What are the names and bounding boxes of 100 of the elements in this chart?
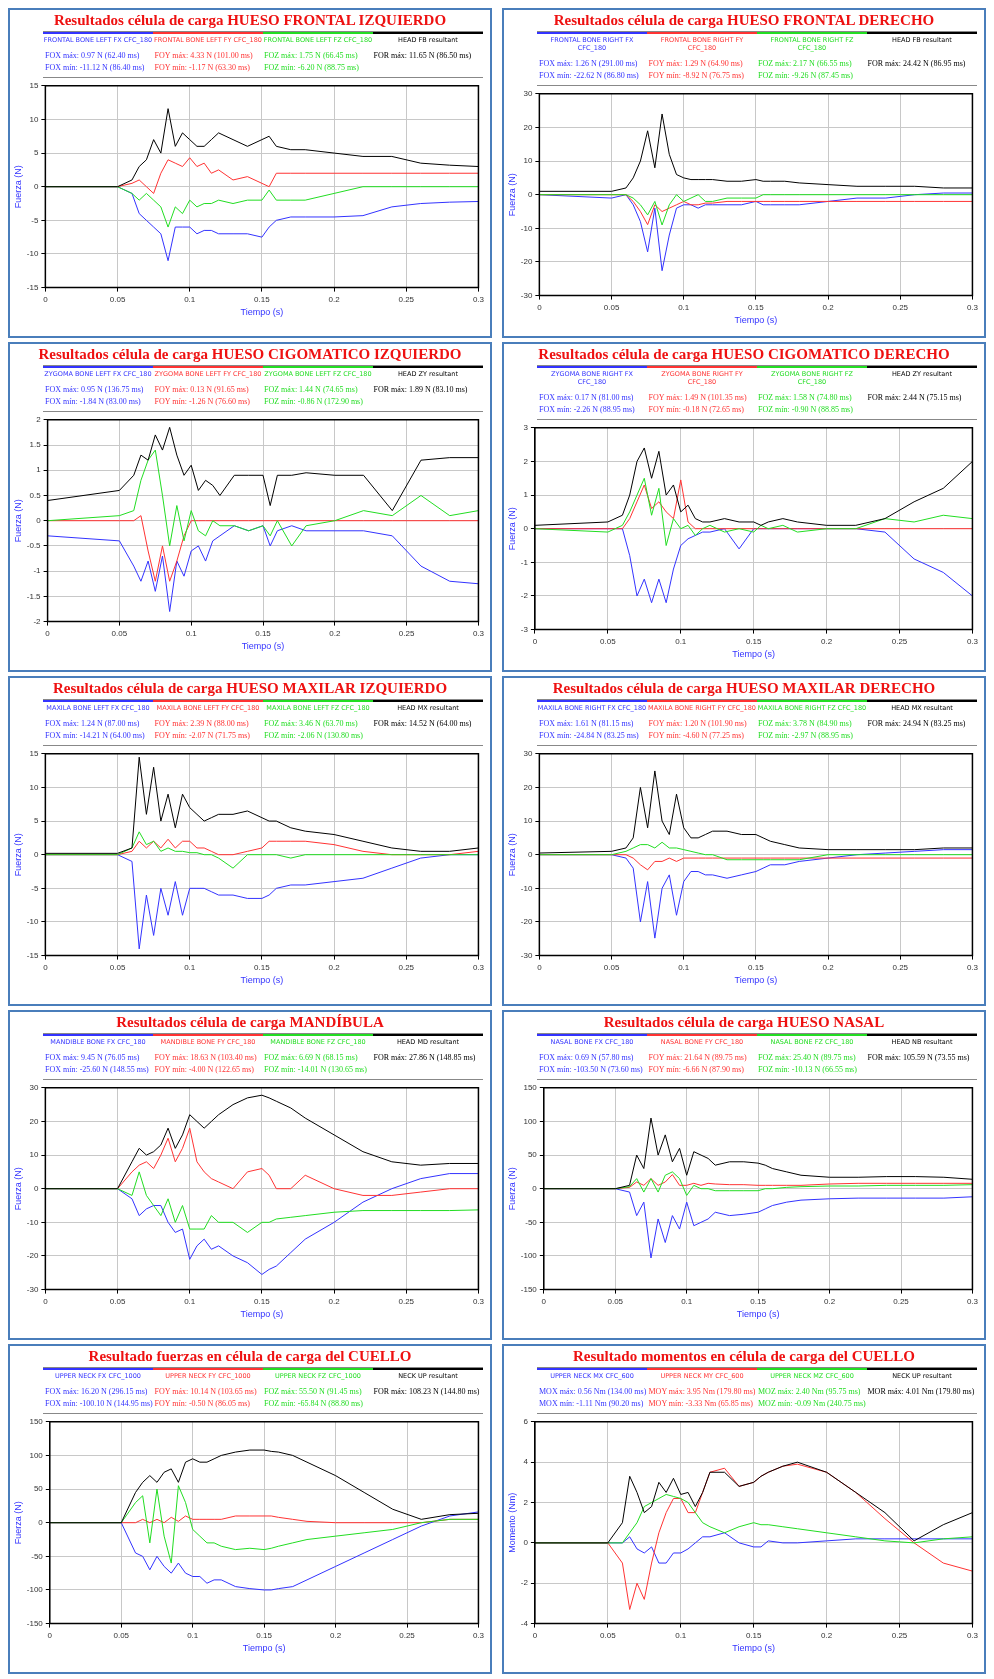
y-tick-label: 150 [29, 1417, 44, 1426]
y-tick-label: 0 [33, 1183, 39, 1193]
y-tick-label: 5 [33, 148, 39, 158]
x-tick-label: 0.25 [892, 962, 909, 972]
x-tick-label: 0.3 [966, 302, 979, 312]
y-tick-label: 1 [36, 465, 42, 475]
x-axis-title: Tiempo (s) [736, 1309, 780, 1320]
x-tick-label: 0.25 [398, 1296, 415, 1306]
text: FOX mín: -103.50 N (73.60 ms) [539, 1064, 644, 1076]
text: MOX máx: 0.56 Nm (134.00 ms) [539, 1386, 648, 1398]
text: FOZ máx: 3.78 N (84.90 ms) [758, 718, 853, 730]
x-tick-label: 0.3 [966, 1630, 979, 1640]
text: FOZ mín: -65.84 N (88.80 ms) [264, 1398, 364, 1410]
y-axis-title: Fuerza (N) [506, 173, 517, 217]
x-tick-label: 0.2 [328, 294, 341, 304]
y-tick-label: 15 [29, 81, 39, 90]
text: FOY mín: -2.07 N (71.75 ms) [154, 730, 251, 742]
chart-title: Resultados célula de carga HUESO FRONTAL IZQUIERDO [52, 12, 448, 29]
text: FOX mín: -2.26 N (88.95 ms) [539, 404, 636, 416]
y-tick-label: -10 [520, 223, 533, 233]
y-tick-label: 5 [33, 816, 39, 826]
x-tick-label: 0.25 [891, 1630, 908, 1640]
y-tick-label: 30 [523, 89, 533, 98]
text: FOZ máx: 1.44 N (74.65 ms) [264, 384, 359, 396]
text: FOX mín: -24.84 N (83.25 ms) [539, 730, 640, 742]
text: FOZ mín: -2.97 N (88.95 ms) [758, 730, 854, 742]
x-tick-label: 0.2 [330, 1630, 342, 1640]
x-tick-label: 0.05 [109, 962, 126, 972]
text: FOZ máx: 6.69 N (68.15 ms) [264, 1052, 359, 1064]
x-tick-label: 0.15 [254, 294, 271, 304]
text: FOZ mín: -6.20 N (88.75 ms) [264, 62, 360, 74]
text: MOR máx: 4.01 Nm (179.80 ms) [867, 1386, 976, 1398]
x-tick-label: 0.3 [966, 636, 979, 646]
text: FOX máx: 1.26 N (291.00 ms) [539, 58, 639, 70]
text: FOR máx: 24.94 N (83.25 ms) [867, 718, 967, 730]
x-tick-label: 0.3 [472, 628, 485, 638]
y-tick-label: -100 [520, 1251, 538, 1261]
x-tick-label: 0.15 [254, 1296, 271, 1306]
text: FOZ máx: 2.17 N (66.55 ms) [758, 58, 853, 70]
y-tick-label: 20 [29, 1116, 39, 1126]
y-tick-label: 2 [36, 415, 42, 424]
text: MOX mín: -1.11 Nm (90.20 ms) [539, 1398, 645, 1410]
x-tick-label: 0.05 [113, 1630, 130, 1640]
x-tick-label: 0.2 [328, 962, 341, 972]
text: FOR máx: 24.42 N (86.95 ms) [867, 58, 967, 70]
chart-title: Resultados célula de carga HUESO MAXILAR IZQUIERDO [51, 680, 449, 697]
y-tick-label: -30 [520, 290, 533, 300]
text: FOY mín: -1.26 N (76.60 ms) [154, 396, 251, 408]
y-axis-title: Fuerza (N) [506, 1167, 517, 1211]
y-tick-label: 15 [29, 749, 39, 758]
y-tick-label: -15 [26, 282, 39, 292]
y-tick-label: -30 [26, 1284, 39, 1294]
x-tick-label: 0.3 [472, 962, 485, 972]
text: FOZ mín: -10.13 N (66.55 ms) [758, 1064, 858, 1076]
y-tick-label: -0.5 [26, 541, 42, 551]
text: MOZ mín: -0.09 Nm (240.75 ms) [758, 1398, 867, 1410]
y-axis-title: Fuerza (N) [12, 1501, 23, 1545]
y-tick-label: 30 [523, 749, 533, 758]
x-tick-label: 0.1 [184, 962, 196, 972]
text: FOR máx: 108.23 N (144.80 ms) [373, 1386, 481, 1398]
text: FOZ máx: 25.40 N (89.75 ms) [758, 1052, 857, 1064]
y-tick-label: 2 [523, 1497, 529, 1507]
text: FOR máx: 105.59 N (73.55 ms) [867, 1052, 971, 1064]
chart-title: Resultados célula de carga HUESO FRONTAL DERECHO [552, 12, 936, 29]
x-tick-label: 0 [47, 1630, 53, 1640]
x-tick-label: 0.2 [822, 962, 835, 972]
y-axis-title: Fuerza (N) [12, 1167, 23, 1211]
text: MOZ máx: 2.40 Nm (95.75 ms) [758, 1386, 862, 1398]
x-tick-label: 0 [45, 628, 51, 638]
x-tick-label: 0.3 [472, 294, 485, 304]
y-tick-label: -1 [33, 566, 42, 576]
y-tick-label: 0 [36, 515, 42, 525]
y-tick-label: -10 [26, 249, 39, 259]
x-tick-label: 0.05 [109, 294, 126, 304]
x-axis-title: Tiempo (s) [240, 1309, 284, 1320]
x-tick-label: 0.1 [184, 1296, 196, 1306]
y-axis-title: Fuerza (N) [506, 833, 517, 877]
y-tick-label: -5 [31, 215, 39, 225]
y-tick-label: 10 [29, 782, 39, 792]
text: FOX máx: 0.69 N (57.80 ms) [539, 1052, 635, 1064]
y-tick-label: 2 [523, 456, 529, 466]
x-axis-title: Tiempo (s) [732, 649, 776, 660]
text: FOX mín: -25.60 N (148.55 ms) [45, 1064, 150, 1076]
x-tick-label: 0.3 [966, 1296, 979, 1306]
text: FOR máx: 14.52 N (64.00 ms) [373, 718, 473, 730]
y-tick-label: -10 [26, 1217, 39, 1227]
x-axis-title: Tiempo (s) [734, 315, 778, 326]
x-tick-label: 0.15 [748, 962, 765, 972]
text: FOZ máx: 55.50 N (91.45 ms) [264, 1386, 363, 1398]
text: FOZ máx: 1.58 N (74.80 ms) [758, 392, 853, 404]
x-tick-label: 0.05 [603, 302, 620, 312]
y-axis-title: Fuerza (N) [12, 165, 23, 209]
chart-title: Resultados célula de carga HUESO MAXILAR DERECHO [551, 680, 937, 697]
y-axis-title: Momento (Nm) [506, 1492, 517, 1553]
x-tick-label: 0.25 [398, 962, 415, 972]
y-tick-label: -50 [31, 1551, 44, 1561]
y-tick-label: 1 [523, 490, 529, 500]
text: FOX mín: -14.21 N (64.00 ms) [45, 730, 146, 742]
x-tick-label: 0.25 [398, 628, 415, 638]
y-tick-label: -5 [31, 883, 39, 893]
